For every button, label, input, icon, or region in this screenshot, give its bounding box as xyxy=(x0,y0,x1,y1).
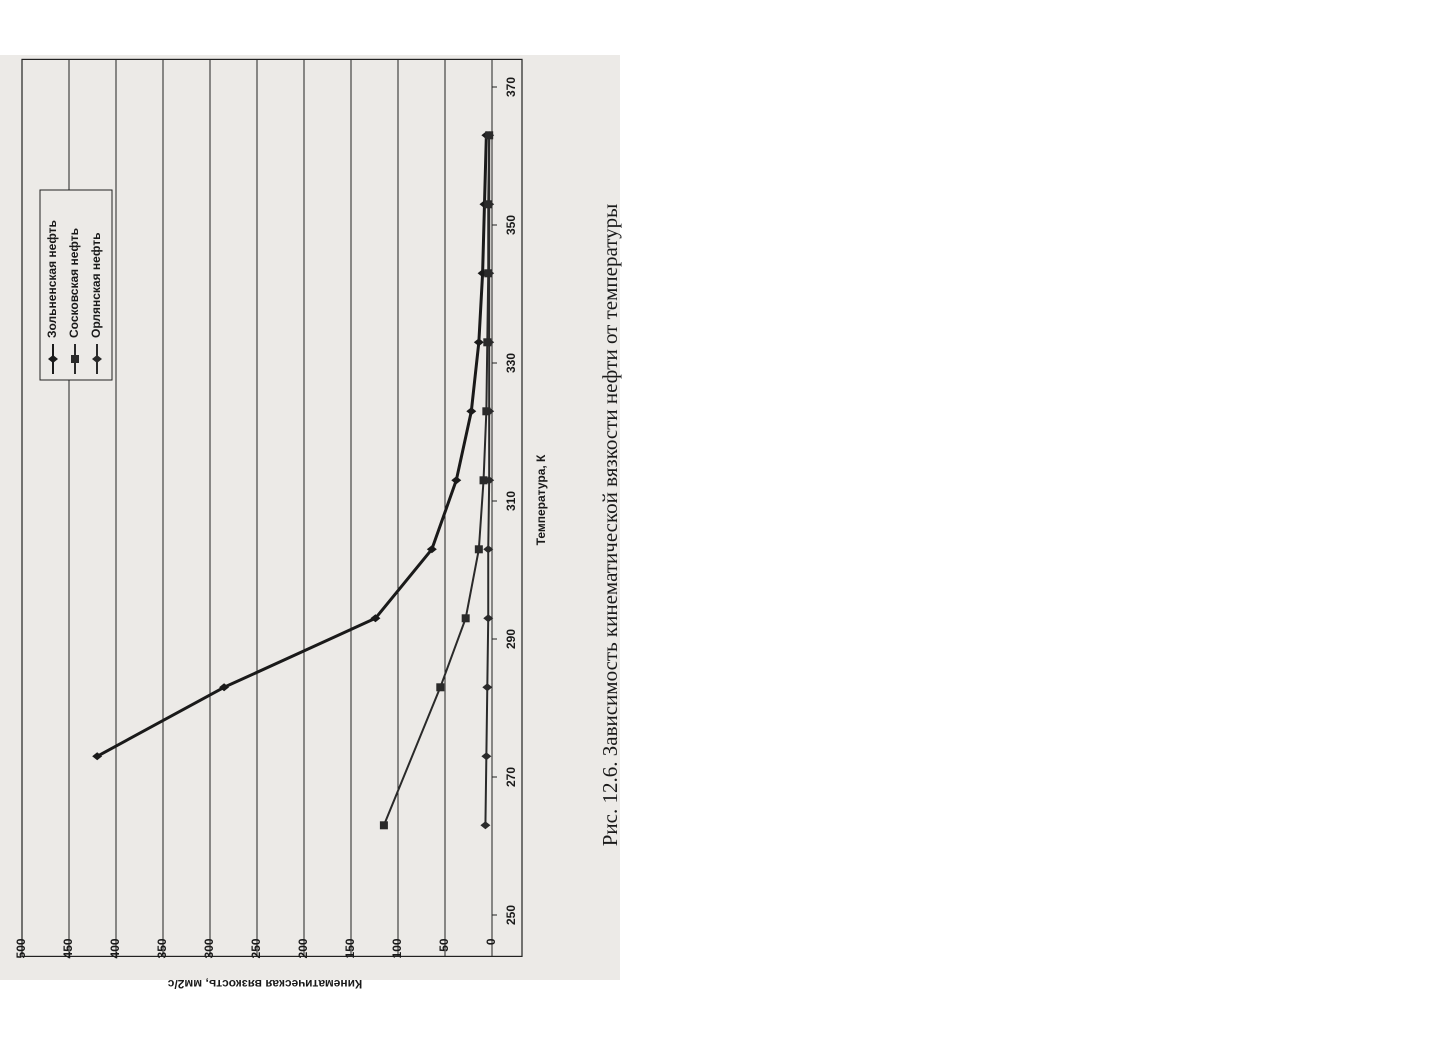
legend-label: Зольненская нефть xyxy=(45,220,59,338)
legend-label: Орлянская нефть xyxy=(89,233,103,338)
legend-marker xyxy=(71,355,79,363)
legend-marker xyxy=(92,355,102,363)
marker xyxy=(436,683,445,692)
y-tick-label: 300 xyxy=(202,938,216,958)
y-tick-label: 150 xyxy=(343,938,357,958)
marker xyxy=(484,269,495,278)
marker xyxy=(483,614,494,623)
marker xyxy=(461,614,470,623)
marker xyxy=(482,683,493,692)
marker xyxy=(479,476,488,485)
marker xyxy=(466,407,477,416)
caption: Рис. 12.6. Зависимость кинематической вя… xyxy=(598,204,622,846)
marker xyxy=(426,545,437,554)
marker xyxy=(219,683,230,692)
legend-label: Сосковская нефть xyxy=(67,228,81,338)
y-tick-label: 400 xyxy=(108,938,122,958)
x-axis-title: Температура, К xyxy=(534,454,548,545)
y-tick-label: 450 xyxy=(61,938,75,958)
x-tick-label: 370 xyxy=(504,77,518,97)
x-tick-label: 350 xyxy=(504,215,518,235)
marker xyxy=(370,614,381,623)
chart: Рис. 12.6. Зависимость кинематической вя… xyxy=(14,58,622,991)
y-tick-label: 0 xyxy=(484,938,498,945)
marker xyxy=(473,338,484,347)
y-tick-label: 500 xyxy=(14,938,28,958)
marker xyxy=(481,752,492,761)
x-tick-label: 310 xyxy=(504,491,518,511)
x-tick-label: 290 xyxy=(504,629,518,649)
marker xyxy=(484,407,495,416)
x-tick-label: 330 xyxy=(504,353,518,373)
marker xyxy=(484,476,495,485)
legend-marker xyxy=(48,355,58,363)
marker xyxy=(92,752,103,761)
marker xyxy=(474,545,483,554)
y-tick-label: 200 xyxy=(296,938,310,958)
y-tick-label: 250 xyxy=(249,938,263,958)
y-tick-label: 50 xyxy=(437,938,451,952)
x-tick-label: 250 xyxy=(504,905,518,925)
marker xyxy=(379,821,388,830)
y-axis-title: Кинематическая вязкость, мм2/с xyxy=(167,977,362,991)
series-line xyxy=(96,135,488,758)
marker xyxy=(484,338,495,347)
legend-box xyxy=(39,189,113,381)
marker xyxy=(483,545,494,554)
y-tick-label: 100 xyxy=(390,938,404,958)
x-tick-label: 270 xyxy=(504,767,518,787)
marker xyxy=(484,200,495,209)
marker xyxy=(484,131,495,140)
y-tick-label: 350 xyxy=(155,938,169,958)
marker xyxy=(451,476,462,485)
